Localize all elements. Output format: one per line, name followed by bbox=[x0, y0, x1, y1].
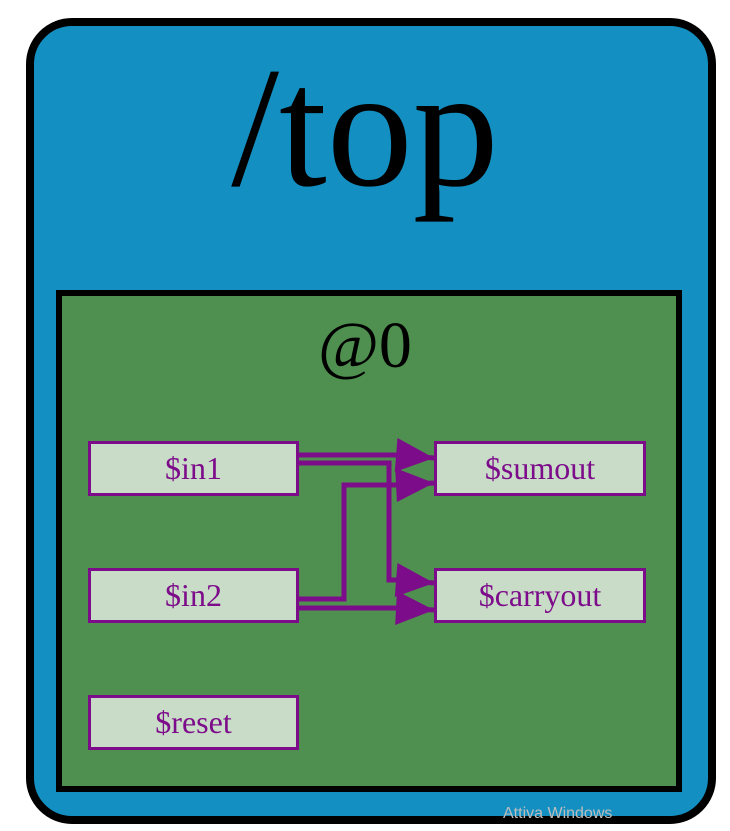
signal-node-reset[interactable]: $reset bbox=[88, 695, 299, 750]
windows-activation-watermark: Attiva Windows bbox=[503, 805, 613, 822]
signal-label-in2: $in2 bbox=[165, 577, 222, 613]
signal-node-sumout[interactable]: $sumout bbox=[434, 441, 646, 496]
signal-label-reset: $reset bbox=[155, 704, 232, 740]
stage-label: @0 bbox=[318, 309, 412, 382]
scope-label: /top bbox=[231, 33, 499, 223]
signal-node-carryout[interactable]: $carryout bbox=[434, 568, 646, 623]
signal-label-carryout: $carryout bbox=[478, 577, 602, 613]
signal-label-in1: $in1 bbox=[165, 450, 222, 486]
signal-label-sumout: $sumout bbox=[484, 450, 596, 486]
signal-node-in1[interactable]: $in1 bbox=[88, 441, 299, 496]
signal-node-in2[interactable]: $in2 bbox=[88, 568, 299, 623]
